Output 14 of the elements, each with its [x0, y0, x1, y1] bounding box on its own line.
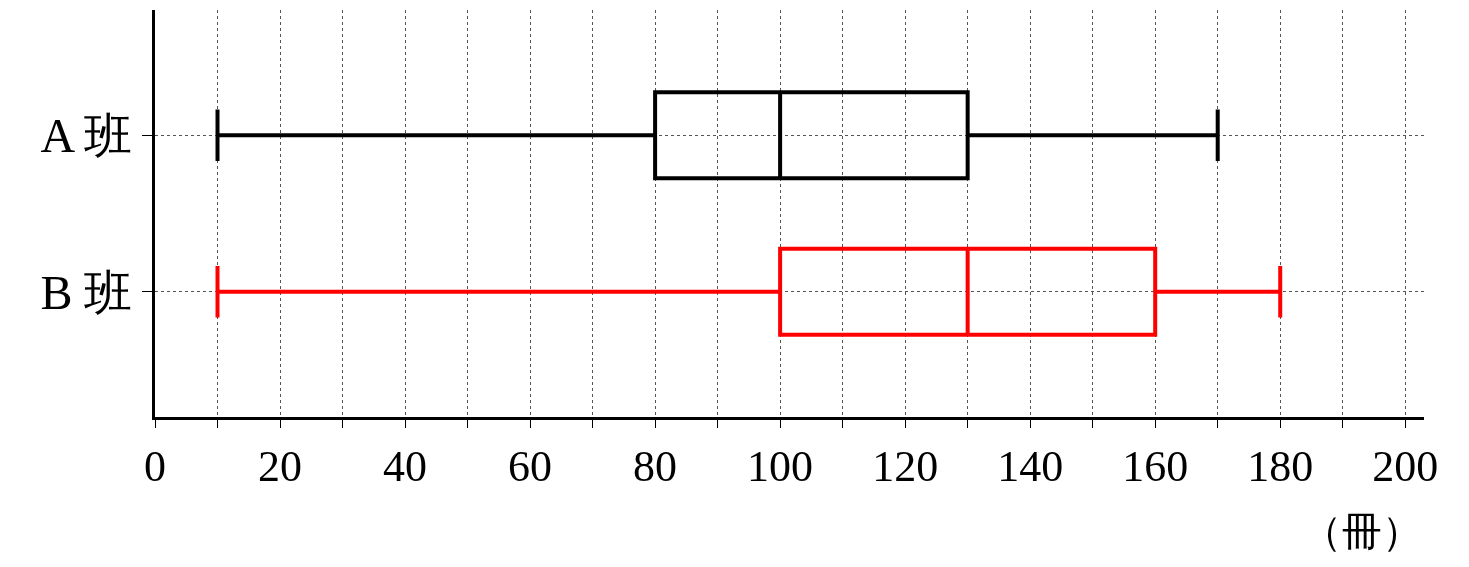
x-tick-label: 180 — [1247, 441, 1314, 491]
x-tick-label: 200 — [1372, 441, 1439, 491]
x-tick-label: 140 — [997, 441, 1064, 491]
x-axis-title: （冊） — [1302, 509, 1422, 554]
x-tick-label: 100 — [747, 441, 814, 491]
x-tick-label: 0 — [144, 441, 166, 491]
x-tick-label: 60 — [508, 441, 553, 491]
x-tick-label: 80 — [633, 441, 678, 491]
x-tick-label: 160 — [1122, 441, 1189, 491]
x-tick-label: 20 — [258, 441, 303, 491]
y-tick-label: A 班 — [40, 109, 133, 163]
y-tick-label: B 班 — [40, 265, 133, 319]
x-tick-label: 120 — [872, 441, 939, 491]
x-tick-label: 40 — [383, 441, 428, 491]
